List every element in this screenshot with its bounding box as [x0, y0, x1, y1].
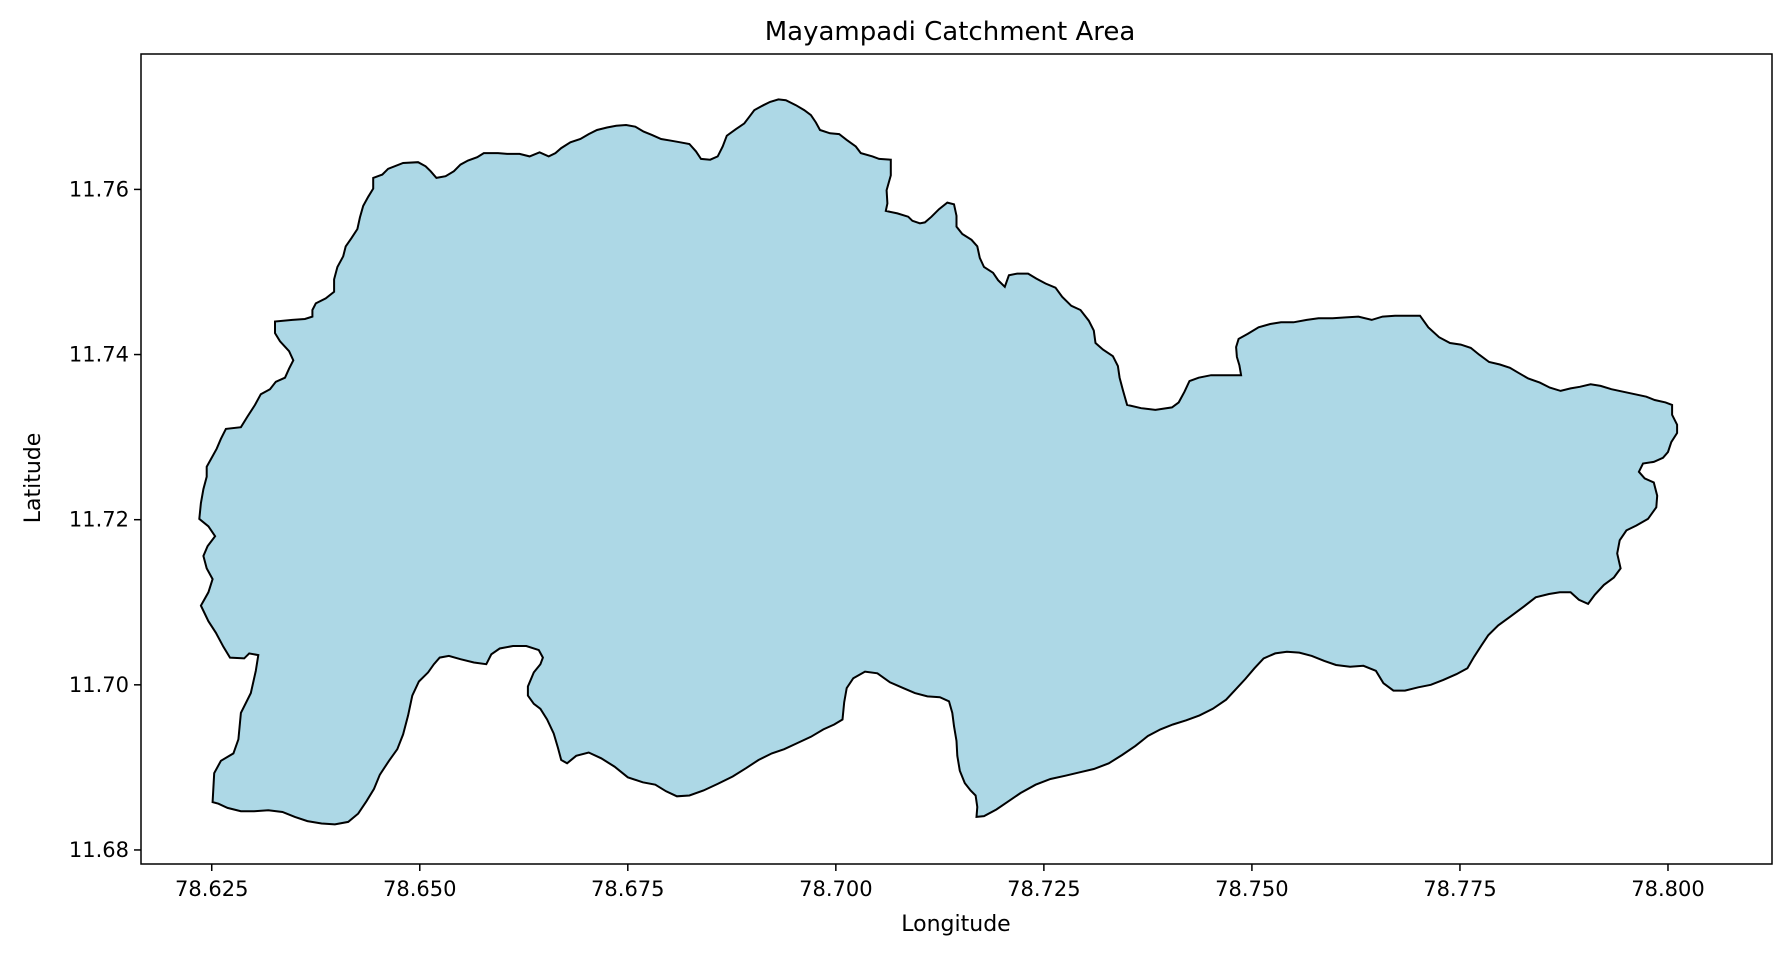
plot-frame [140, 53, 1773, 865]
y-tick-label: 11.76 [69, 177, 129, 201]
x-tick-label: 78.675 [591, 877, 664, 901]
map-layer [198, 98, 1679, 826]
x-tick-label: 78.650 [383, 877, 456, 901]
y-axis-ticks: 11.68 11.70 11.72 11.74 11.76 [69, 177, 141, 862]
y-tick-label: 11.68 [69, 838, 129, 862]
x-axis-ticks: 78.625 78.650 78.675 78.700 78.725 78.750 78.7… [175, 864, 1705, 901]
x-tick-label: 78.700 [799, 877, 872, 901]
y-tick-label: 11.72 [69, 508, 129, 532]
y-tick-label: 11.70 [69, 673, 129, 697]
y-tick-label: 11.74 [69, 343, 129, 367]
x-tick-label: 78.750 [1215, 877, 1288, 901]
y-axis-label: Latitude [21, 433, 46, 524]
chart-title: Mayampadi Catchment Area [765, 17, 1136, 47]
x-tick-label: 78.625 [175, 877, 248, 901]
x-tick-label: 78.775 [1423, 877, 1496, 901]
x-tick-label: 78.800 [1631, 877, 1704, 901]
x-tick-label: 78.725 [1007, 877, 1080, 901]
catchment-polygon [198, 98, 1679, 826]
x-axis-label: Longitude [901, 912, 1010, 937]
